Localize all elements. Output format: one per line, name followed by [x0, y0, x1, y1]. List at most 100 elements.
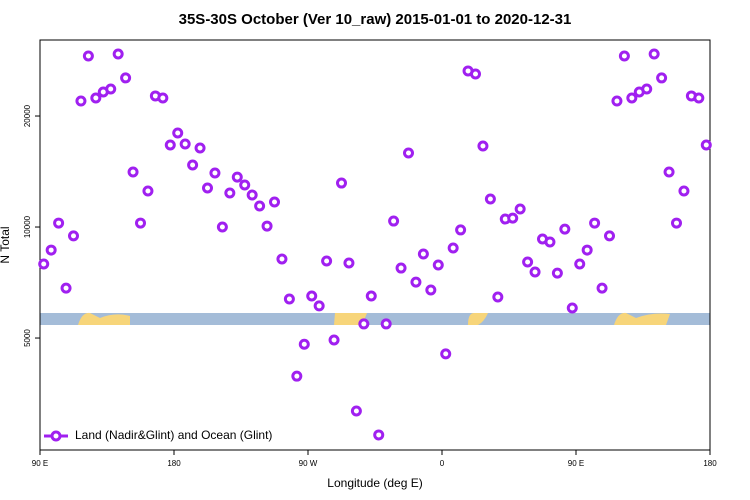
data-point — [388, 215, 400, 227]
data-point — [589, 217, 601, 229]
data-point — [187, 159, 199, 171]
legend-label: Land (Nadir&Glint) and Ocean (Glint) — [75, 428, 272, 442]
y-tick-label: 10000 — [23, 215, 32, 238]
data-point — [455, 224, 467, 236]
data-point — [172, 127, 184, 139]
y-axis-label: N Total — [0, 226, 12, 263]
data-point — [604, 230, 615, 242]
x-tick-label: 0 — [440, 459, 445, 468]
data-point — [574, 258, 586, 270]
data-point — [514, 203, 526, 215]
data-point — [105, 83, 117, 95]
data-point — [507, 212, 519, 224]
data-point — [328, 334, 340, 346]
data-point — [343, 257, 355, 269]
data-point — [403, 147, 414, 159]
data-point — [544, 236, 556, 248]
data-point — [470, 68, 481, 80]
map-band — [40, 312, 710, 325]
data-point — [231, 171, 243, 183]
data-point — [522, 256, 534, 268]
data-point — [298, 338, 310, 350]
data-point — [626, 92, 638, 104]
data-point — [321, 255, 333, 267]
data-point — [671, 217, 682, 229]
data-point — [358, 318, 370, 330]
data-point — [127, 166, 139, 178]
data-point — [410, 276, 422, 288]
data-point — [291, 370, 303, 382]
data-point — [90, 92, 102, 104]
data-point — [142, 185, 154, 197]
data-point — [611, 95, 623, 107]
data-point — [417, 248, 429, 260]
data-point — [45, 244, 57, 256]
data-point — [365, 290, 377, 302]
data-point — [581, 244, 593, 256]
y-tick-label: 20000 — [23, 104, 32, 127]
legend-marker — [50, 430, 62, 442]
data-point — [38, 258, 50, 270]
data-point — [559, 223, 571, 235]
data-point — [447, 242, 459, 254]
data-point — [82, 50, 94, 62]
x-tick-label: 180 — [167, 459, 181, 468]
data-point — [209, 167, 221, 179]
data-point — [216, 221, 228, 233]
data-point — [425, 284, 437, 296]
data-point — [120, 72, 132, 84]
x-tick-label: 180 — [703, 459, 717, 468]
data-point — [618, 50, 630, 62]
data-point — [700, 139, 712, 151]
data-point — [693, 92, 705, 104]
data-point — [269, 196, 280, 208]
data-point — [492, 291, 504, 303]
data-point — [53, 217, 65, 229]
data-point — [529, 266, 541, 278]
data-point — [648, 48, 660, 60]
data-point — [224, 187, 236, 199]
data-point — [656, 72, 668, 84]
data-point — [306, 290, 318, 302]
data-point — [551, 267, 563, 279]
data-point — [135, 217, 146, 229]
x-tick-label: 90 E — [568, 459, 584, 468]
data-point — [202, 182, 213, 194]
data-point — [641, 83, 653, 95]
data-point — [350, 405, 362, 417]
data-point — [313, 300, 325, 312]
data-point — [246, 189, 258, 201]
data-point — [283, 293, 295, 305]
data-point — [596, 282, 608, 294]
plot-frame — [39, 39, 711, 451]
chart-title: 35S-30S October (Ver 10_raw) 2015-01-01 … — [179, 11, 572, 28]
data-point — [678, 185, 690, 197]
data-point — [68, 230, 79, 242]
data-point — [477, 140, 489, 152]
x-axis-label: Longitude (deg E) — [327, 476, 422, 490]
data-point — [484, 193, 496, 205]
data-point — [112, 48, 124, 60]
data-point — [75, 95, 87, 107]
data-point — [254, 200, 266, 212]
x-tick-label: 90 E — [32, 459, 48, 468]
data-point — [239, 179, 251, 191]
data-point — [60, 282, 72, 294]
data-point — [261, 220, 273, 232]
data-point — [373, 429, 385, 441]
data-point — [395, 262, 407, 274]
x-tick-label: 90 W — [299, 459, 318, 468]
data-point — [194, 142, 206, 154]
data-point — [432, 259, 444, 271]
data-point — [179, 138, 191, 150]
data-point — [566, 302, 578, 314]
data-point — [157, 92, 169, 104]
data-point — [336, 177, 347, 189]
data-point — [663, 166, 675, 178]
data-point — [276, 253, 288, 265]
y-tick-label: 5000 — [23, 329, 32, 347]
data-point — [380, 318, 392, 330]
data-point — [164, 139, 176, 151]
data-point — [440, 348, 452, 360]
